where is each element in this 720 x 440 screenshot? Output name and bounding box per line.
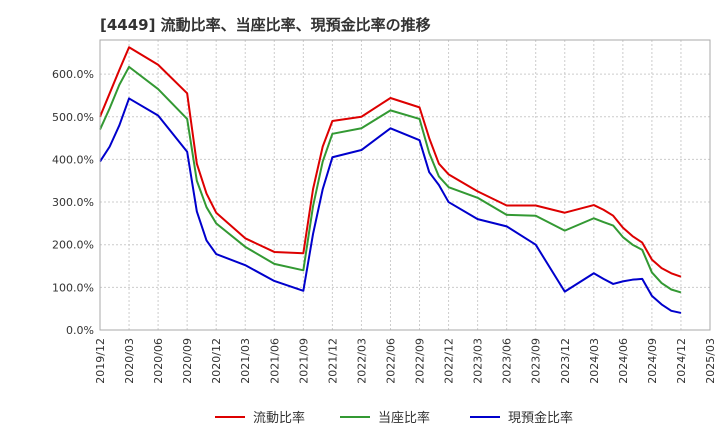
x-tick-label: 2022/09 [414, 338, 427, 384]
x-tick-label: 2021/03 [239, 338, 252, 384]
x-axis-ticks: 2019/12 2020/03 2020/06 2020/09 2020/12 2021/… [94, 338, 717, 384]
x-tick-label: 2023/06 [501, 338, 514, 384]
x-tick-label: 2020/12 [210, 338, 223, 384]
x-tick-label: 2022/03 [355, 338, 368, 384]
x-tick-label: 2024/03 [588, 338, 601, 384]
x-tick-label: 2024/09 [646, 338, 659, 384]
legend: 流動比率 当座比率 現預金比率 [215, 410, 573, 426]
x-tick-label: 2023/03 [472, 338, 485, 384]
plot-frame [99, 39, 711, 331]
grid [99, 40, 711, 331]
x-tick-label: 2019/12 [94, 338, 107, 384]
y-tick-label: 600.0% [52, 68, 94, 81]
y-tick-label: 200.0% [52, 239, 94, 252]
x-tick-label: 2022/12 [443, 338, 456, 384]
series-lines [99, 46, 682, 314]
y-tick-label: 500.0% [52, 111, 94, 124]
x-tick-label: 2025/03 [704, 338, 717, 384]
x-tick-label: 2023/12 [559, 338, 572, 384]
x-tick-label: 2023/09 [530, 338, 543, 384]
y-tick-label: 100.0% [52, 281, 94, 294]
chart-title: [4449] 流動比率、当座比率、現預金比率の推移 [100, 16, 431, 34]
x-tick-label: 2020/03 [123, 338, 136, 384]
x-tick-label: 2021/12 [326, 338, 339, 384]
x-tick-label: 2024/12 [675, 338, 688, 384]
y-axis-ticks: 0.0% 100.0% 200.0% 300.0% 400.0% 500.0% 600.0% [52, 68, 94, 337]
y-tick-label: 300.0% [52, 196, 94, 209]
x-tick-label: 2020/09 [181, 338, 194, 384]
x-tick-label: 2020/06 [152, 338, 165, 384]
x-tick-label: 2024/06 [617, 338, 630, 384]
series-line-1 [99, 65, 682, 294]
series-line-2 [99, 97, 682, 314]
x-tick-label: 2021/06 [268, 338, 281, 384]
legend-label-0: 流動比率 [253, 410, 305, 426]
y-tick-label: 400.0% [52, 153, 94, 166]
x-tick-label: 2021/09 [297, 338, 310, 384]
legend-label-1: 当座比率 [378, 410, 430, 426]
y-tick-label: 0.0% [66, 324, 94, 337]
legend-label-2: 現預金比率 [508, 410, 573, 426]
x-tick-label: 2022/06 [384, 338, 397, 384]
series-line-0 [99, 46, 682, 278]
